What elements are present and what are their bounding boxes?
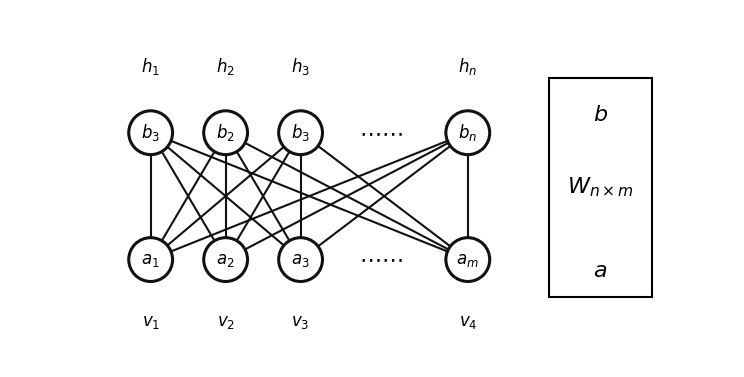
Text: $h_2$: $h_2$: [217, 56, 235, 77]
Text: $h_3$: $h_3$: [291, 56, 310, 77]
Circle shape: [446, 111, 490, 155]
Text: $a$: $a$: [593, 261, 608, 281]
Text: $h_n$: $h_n$: [458, 56, 478, 77]
FancyBboxPatch shape: [548, 78, 652, 297]
Text: $v_3$: $v_3$: [292, 313, 310, 331]
Text: $b_3$: $b_3$: [291, 122, 310, 143]
Text: $a_3$: $a_3$: [291, 251, 310, 268]
Circle shape: [129, 238, 173, 282]
Text: $v_4$: $v_4$: [458, 313, 477, 331]
Text: $\cdots\cdots$: $\cdots\cdots$: [359, 250, 403, 270]
Text: $b_3$: $b_3$: [141, 122, 160, 143]
Text: $W_{n\times m}$: $W_{n\times m}$: [567, 176, 634, 199]
Text: $b_n$: $b_n$: [458, 122, 478, 143]
Text: $a_m$: $a_m$: [456, 251, 479, 268]
Circle shape: [279, 238, 322, 282]
Circle shape: [204, 238, 248, 282]
Text: $a_2$: $a_2$: [217, 251, 235, 268]
Circle shape: [279, 111, 322, 155]
Circle shape: [129, 111, 173, 155]
Circle shape: [446, 238, 490, 282]
Text: $a_1$: $a_1$: [141, 251, 160, 268]
Text: $\cdots\cdots$: $\cdots\cdots$: [359, 123, 403, 143]
Text: $v_1$: $v_1$: [141, 313, 160, 331]
Text: $h_1$: $h_1$: [141, 56, 160, 77]
Text: $b$: $b$: [593, 106, 608, 126]
Circle shape: [204, 111, 248, 155]
Text: $v_2$: $v_2$: [217, 313, 234, 331]
Text: $b_2$: $b_2$: [217, 122, 235, 143]
